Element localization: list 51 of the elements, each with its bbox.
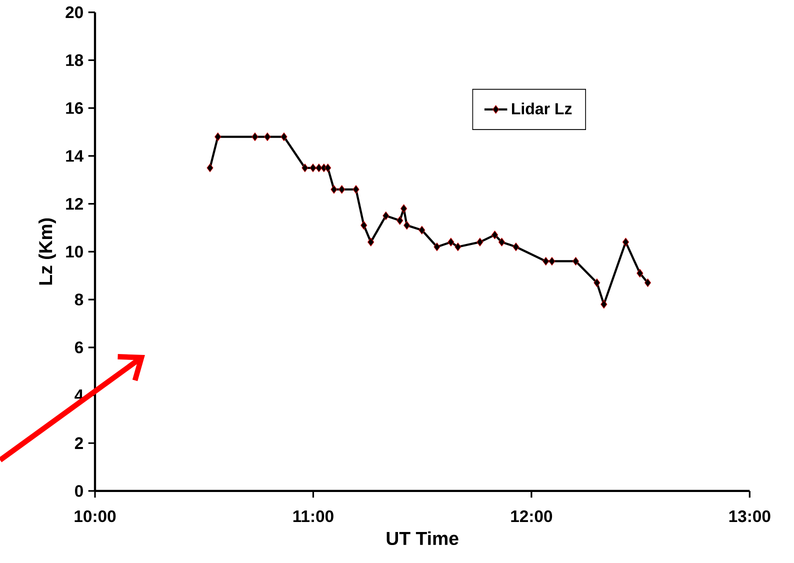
y-tick-label: 16 [66, 102, 84, 114]
y-tick-label: 8 [74, 294, 84, 306]
point [360, 221, 368, 230]
point [548, 256, 556, 266]
point [264, 132, 271, 142]
point [324, 164, 332, 172]
point [404, 221, 410, 230]
y-tick-label: 20 [66, 6, 83, 18]
point [600, 300, 608, 309]
x-tick-label: 10:00 [74, 510, 116, 522]
point [476, 238, 484, 246]
point [206, 164, 214, 172]
point [434, 242, 440, 252]
legend-label: Lidar Lz [512, 102, 572, 114]
point [302, 164, 308, 172]
y-tick-label: 6 [74, 342, 84, 354]
point [352, 185, 360, 194]
point [252, 132, 258, 142]
y-tick-label: 2 [74, 437, 83, 449]
point [214, 132, 222, 142]
point [330, 185, 338, 194]
point [636, 268, 644, 278]
point [316, 164, 322, 172]
x-tick-label: 12:00 [511, 510, 552, 522]
x-tick-label: 11:00 [293, 510, 334, 522]
y-tick-label: 12 [66, 198, 83, 210]
point [280, 132, 288, 142]
point [418, 226, 426, 234]
point [454, 242, 462, 252]
point [512, 242, 520, 252]
y-tick-label: 18 [66, 54, 84, 66]
point [572, 256, 580, 266]
point [382, 211, 390, 220]
point [542, 256, 550, 266]
x-tick-label: 13:00 [729, 510, 770, 522]
point [338, 185, 346, 194]
point [448, 238, 454, 246]
y-axis-title: Lz (Km) [38, 218, 56, 285]
point [400, 204, 408, 213]
point [622, 238, 629, 246]
point [498, 238, 506, 246]
y-tick-label: 10 [66, 246, 83, 258]
x-axis-title: UT Time [386, 531, 458, 546]
point [492, 230, 498, 240]
point [368, 238, 374, 246]
point [396, 216, 404, 225]
point [644, 278, 652, 288]
y-tick-label: 14 [66, 150, 84, 162]
y-tick-label: 0 [75, 485, 83, 497]
point [594, 278, 600, 288]
point [310, 164, 316, 172]
